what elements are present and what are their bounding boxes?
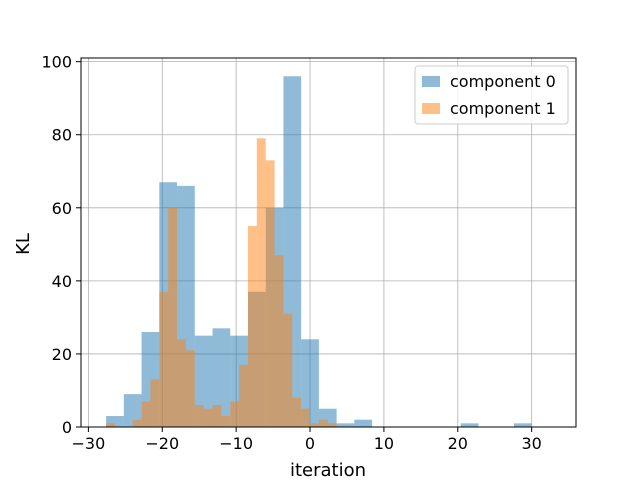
x-tick-label: 20 (448, 434, 468, 453)
x-tick-label: −10 (219, 434, 253, 453)
histogram-bar (132, 419, 142, 427)
legend-swatch (422, 103, 440, 114)
histogram-bar (106, 416, 124, 427)
histogram-bar (301, 408, 311, 427)
histogram-bar (336, 423, 355, 427)
x-axis-ticks: −30 −20 −10 0 10 20 30 (72, 427, 542, 453)
histogram-bar (265, 160, 275, 427)
histogram-bar (212, 328, 231, 427)
histogram-bar (194, 405, 204, 427)
histogram-bar (185, 350, 195, 427)
histogram-bar (513, 423, 532, 427)
histogram-bar (194, 335, 213, 427)
histogram-bar (230, 401, 240, 427)
y-tick-label: 60 (52, 199, 72, 218)
legend-box (414, 65, 569, 125)
histogram-bar (283, 313, 293, 427)
y-tick-label: 100 (41, 53, 72, 72)
histogram-bar (203, 408, 213, 427)
y-tick-label: 80 (52, 126, 72, 145)
x-tick-label: 30 (521, 434, 541, 453)
histogram-bar (212, 405, 222, 427)
histogram-bar (159, 291, 169, 427)
y-tick-label: 20 (52, 345, 72, 364)
histogram-bar (247, 226, 257, 427)
histogram-bar (256, 138, 266, 428)
legend-label: component 1 (450, 99, 556, 118)
histogram-bar (221, 416, 231, 427)
legend-swatch (422, 76, 440, 87)
histogram-bars (106, 76, 532, 428)
histogram-bar (318, 419, 328, 427)
y-axis-label: KL (13, 233, 34, 255)
legend-label: component 0 (450, 72, 556, 91)
histogram-bar (239, 364, 248, 427)
histogram-bar (301, 339, 319, 427)
y-axis-ticks: 0 20 40 60 80 100 (41, 53, 81, 437)
legend: component 0 component 1 (414, 65, 569, 125)
histogram-bar (123, 394, 142, 427)
histogram-bar (292, 397, 302, 427)
histogram-bar (168, 207, 178, 427)
x-tick-label: −30 (72, 434, 106, 453)
x-tick-label: 10 (374, 434, 394, 453)
histogram-bar (354, 419, 373, 427)
histogram-bar (327, 423, 337, 427)
histogram-bar (460, 423, 479, 427)
histogram-bar (274, 255, 284, 427)
plot-frame (80, 57, 577, 428)
y-tick-label: 40 (52, 272, 72, 291)
x-axis-label: iteration (290, 460, 366, 480)
histogram-bar (141, 401, 151, 427)
x-tick-label: −20 (145, 434, 179, 453)
histogram-bar (177, 339, 186, 427)
histogram-bar (106, 423, 115, 427)
y-tick-label: 0 (62, 418, 72, 437)
histogram-bar (310, 423, 319, 427)
series-1-bars (106, 138, 337, 428)
histogram-bar (150, 379, 160, 427)
x-tick-label: 0 (305, 434, 315, 453)
